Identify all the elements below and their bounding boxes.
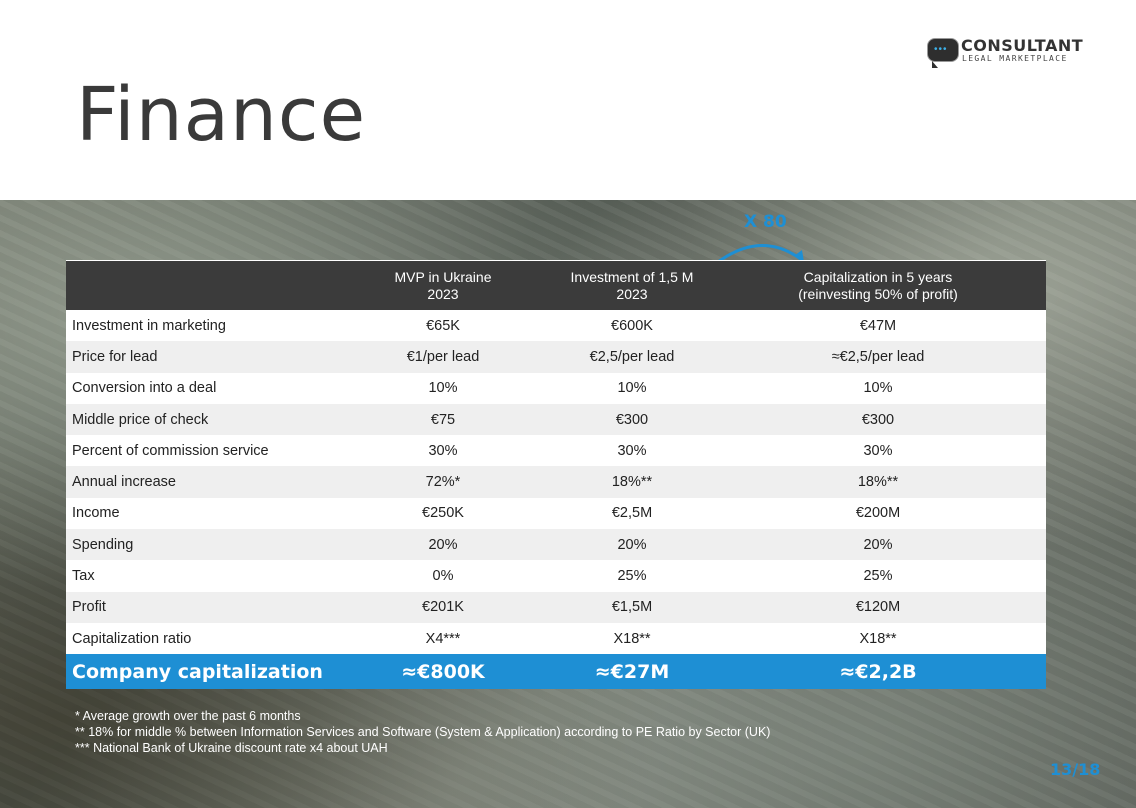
finance-table: MVP in Ukraine 2023 Investment of 1,5 M 20… bbox=[66, 260, 1046, 690]
table-cell: 30% bbox=[554, 435, 710, 467]
table-row: Percent of commission service 30% 30% 30% bbox=[66, 435, 1046, 467]
header-cell: MVP in Ukraine 2023 bbox=[332, 260, 554, 310]
total-label: Company capitalization bbox=[66, 654, 332, 690]
table-row: Spending 20% 20% 20% bbox=[66, 529, 1046, 561]
row-label: Percent of commission service bbox=[66, 435, 332, 467]
row-label: Price for lead bbox=[66, 341, 332, 373]
table-cell: X18** bbox=[554, 622, 710, 655]
total-cell: ≈€2,2B bbox=[710, 654, 1046, 690]
page-number: 13/18 bbox=[1050, 760, 1101, 779]
company-logo: ••• CONSULTANT LEGAL MARKETPLACE bbox=[927, 36, 1097, 68]
table-cell: ≈€2,5/per lead bbox=[710, 341, 1046, 373]
table-row: Profit €201K €1,5M €120M bbox=[66, 591, 1046, 623]
title-area: Finance ••• CONSULTANT LEGAL MARKETPLACE bbox=[0, 0, 1136, 200]
table-row: Middle price of check €75 €300 €300 bbox=[66, 403, 1046, 436]
table-cell: €1/per lead bbox=[332, 341, 554, 373]
table-cell: €201K bbox=[332, 591, 554, 623]
row-label: Middle price of check bbox=[66, 403, 332, 436]
table-row: Investment in marketing €65K €600K €47M bbox=[66, 310, 1046, 342]
row-label: Capitalization ratio bbox=[66, 622, 332, 655]
table-cell: 20% bbox=[554, 529, 710, 561]
footnote: * Average growth over the past 6 months bbox=[75, 709, 301, 723]
table-cell: 72%* bbox=[332, 466, 554, 498]
table-cell: €47M bbox=[710, 310, 1046, 342]
table-cell: 30% bbox=[332, 435, 554, 467]
table-cell: €65K bbox=[332, 310, 554, 342]
table-cell: €250K bbox=[332, 497, 554, 530]
table-cell: €2,5M bbox=[554, 497, 710, 530]
header-cell bbox=[66, 260, 332, 310]
table-cell: X18** bbox=[710, 622, 1046, 655]
table-cell: €1,5M bbox=[554, 591, 710, 623]
row-label: Spending bbox=[66, 529, 332, 561]
table-cell: 25% bbox=[554, 560, 710, 592]
row-label: Profit bbox=[66, 591, 332, 623]
growth-annotation: X 80 bbox=[744, 212, 787, 232]
table-cell: 10% bbox=[332, 372, 554, 404]
table-cell: €300 bbox=[554, 403, 710, 436]
curved-arrow-icon bbox=[717, 244, 804, 264]
table-cell: €600K bbox=[554, 310, 710, 342]
table-header-row: MVP in Ukraine 2023 Investment of 1,5 M 20… bbox=[66, 260, 1046, 310]
row-label: Annual increase bbox=[66, 466, 332, 498]
table-cell: €300 bbox=[710, 403, 1046, 436]
table-cell: 10% bbox=[554, 372, 710, 404]
table-cell: 18%** bbox=[710, 466, 1046, 498]
table-row: Tax 0% 25% 25% bbox=[66, 560, 1046, 592]
row-label: Investment in marketing bbox=[66, 310, 332, 342]
total-cell: ≈€800K bbox=[332, 654, 554, 690]
table-cell: 10% bbox=[710, 372, 1046, 404]
logo-sub-text: LEGAL MARKETPLACE bbox=[962, 54, 1068, 63]
table-cell: 25% bbox=[710, 560, 1046, 592]
table-row: Income €250K €2,5M €200M bbox=[66, 497, 1046, 530]
row-label: Conversion into a deal bbox=[66, 372, 332, 404]
footnotes: * Average growth over the past 6 months … bbox=[75, 708, 770, 756]
page-title: Finance bbox=[76, 72, 367, 158]
logo-main-text: CONSULTANT bbox=[961, 36, 1084, 55]
footnote: ** 18% for middle % between Information … bbox=[75, 725, 771, 739]
table-row: Conversion into a deal 10% 10% 10% bbox=[66, 372, 1046, 404]
header-cell: Capitalization in 5 years (reinvesting 50… bbox=[710, 260, 1046, 310]
row-label: Income bbox=[66, 497, 332, 530]
footnote: *** National Bank of Ukraine discount ra… bbox=[75, 741, 388, 755]
total-cell: ≈€27M bbox=[554, 654, 710, 690]
table-row: Capitalization ratio X4*** X18** X18** bbox=[66, 622, 1046, 655]
table-cell: €75 bbox=[332, 403, 554, 436]
table-cell: X4*** bbox=[332, 622, 554, 655]
row-label: Tax bbox=[66, 560, 332, 592]
table-cell: €2,5/per lead bbox=[554, 341, 710, 373]
table-cell: 20% bbox=[710, 529, 1046, 561]
table-cell: 18%** bbox=[554, 466, 710, 498]
table-cell: €120M bbox=[710, 591, 1046, 623]
table-cell: €200M bbox=[710, 497, 1046, 530]
table-cell: 0% bbox=[332, 560, 554, 592]
table-row: Price for lead €1/per lead €2,5/per lead ≈€… bbox=[66, 341, 1046, 373]
header-cell: Investment of 1,5 M 2023 bbox=[554, 260, 710, 310]
table-cell: 20% bbox=[332, 529, 554, 561]
total-row: Company capitalization ≈€800K ≈€27M ≈€2,2B bbox=[66, 654, 1046, 690]
table-row: Annual increase 72%* 18%** 18%** bbox=[66, 466, 1046, 498]
table-cell: 30% bbox=[710, 435, 1046, 467]
chat-bubble-icon: ••• bbox=[927, 38, 959, 68]
